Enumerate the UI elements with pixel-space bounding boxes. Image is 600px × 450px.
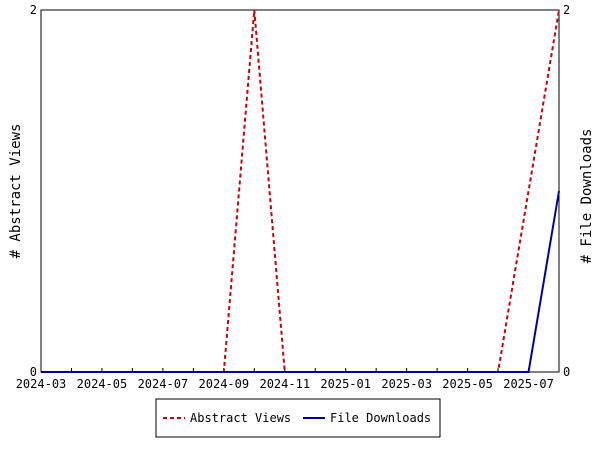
x-tick-label: 2025-03	[381, 377, 432, 391]
x-tick-label: 2025-05	[442, 377, 493, 391]
y-axis-ticks: 0 2 0 2	[30, 3, 570, 379]
legend-box	[155, 398, 441, 438]
x-tick-label: 2024-05	[77, 377, 128, 391]
x-tick-label: 2025-07	[503, 377, 554, 391]
y-tick-label: 0	[30, 365, 37, 379]
y2-tick-label: 0	[563, 365, 570, 379]
legend-label-file-downloads: File Downloads	[330, 411, 431, 425]
y2-axis-label: # File Downloads	[579, 129, 595, 264]
series-line-file-downloads	[41, 190, 560, 373]
x-tick-label: 2024-07	[138, 377, 189, 391]
plot-area	[40, 9, 560, 373]
x-tick-label: 2024-03	[16, 377, 67, 391]
x-tick-label: 2024-11	[259, 377, 310, 391]
y-tick-label: 2	[30, 3, 37, 17]
legend: Abstract Views File Downloads	[155, 398, 441, 438]
y2-tick-label: 2	[563, 3, 570, 17]
x-tick-label: 2025-01	[320, 377, 371, 391]
x-axis-ticks: 2024-03 2024-05 2024-07 2024-09 2024-11 2025-…	[16, 368, 560, 391]
legend-label-abstract-views: Abstract Views	[190, 411, 291, 425]
series-layer	[41, 9, 560, 373]
y-axis-label: # Abstract Views	[8, 124, 24, 259]
x-tick-label: 2024-09	[199, 377, 250, 391]
